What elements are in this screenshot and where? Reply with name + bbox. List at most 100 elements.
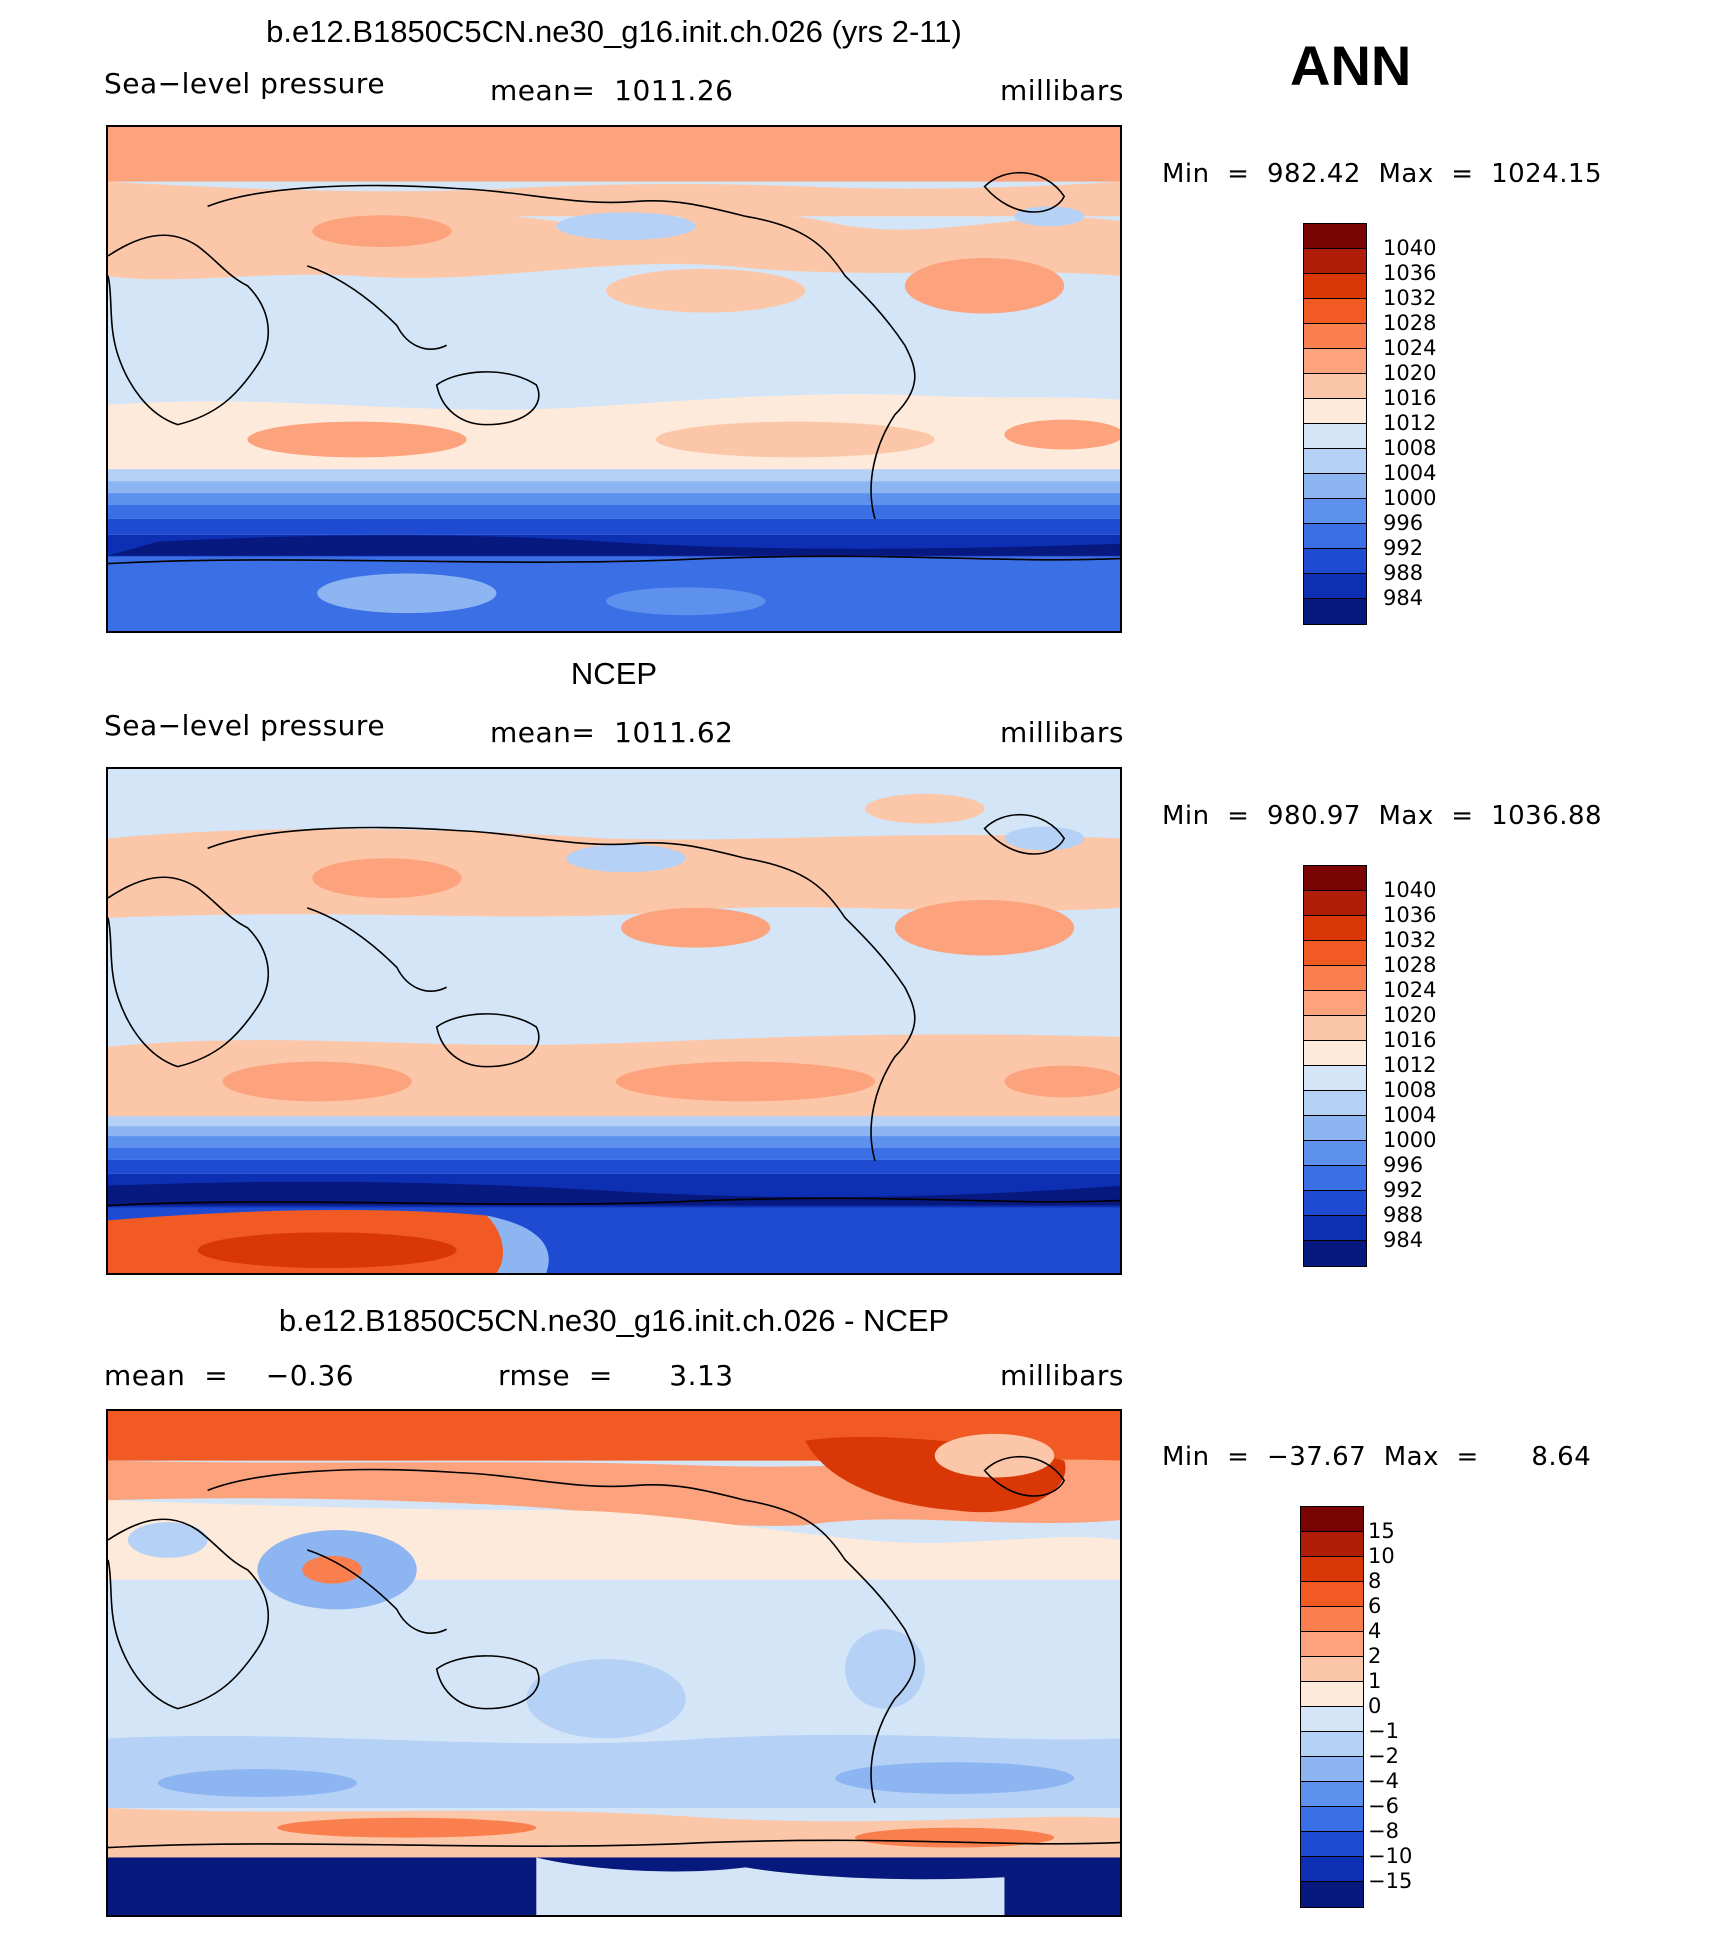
- colorbar-swatch: [1304, 374, 1366, 399]
- band-1000: [108, 481, 1120, 494]
- colorbar-swatch: [1304, 549, 1366, 574]
- panel-1-variable-label: Sea−level pressure: [104, 67, 386, 100]
- band-1004: [108, 469, 1120, 482]
- colorbar-swatch: [1304, 966, 1366, 991]
- panel-1-map-svg: [108, 127, 1120, 631]
- panel-2-title: NCEP: [570, 656, 658, 691]
- aleutian-low: [566, 844, 686, 873]
- azores-high: [894, 899, 1075, 956]
- colorbar-tick-label: 10: [1368, 1544, 1395, 1568]
- colorbar-tick-label: 1028: [1383, 311, 1437, 335]
- tibet-core: [302, 1555, 362, 1584]
- south-america-negative: [845, 1629, 925, 1709]
- band-988: [108, 518, 1120, 535]
- colorbar-tick-label: 984: [1383, 1228, 1424, 1252]
- colorbar-tick-label: 1004: [1383, 461, 1437, 485]
- colorbar-swatch: [1304, 599, 1366, 624]
- coast-africa: [108, 234, 270, 426]
- indian-ocean-high: [222, 1061, 412, 1102]
- coast-greenland: [983, 171, 1066, 213]
- panel-1-minmax: Min = 982.42 Max = 1024.15: [1162, 159, 1603, 189]
- band-996: [108, 493, 1120, 505]
- colorbar-swatch: [1301, 1582, 1363, 1607]
- greenland-bias: [934, 1433, 1055, 1478]
- colorbar-tick-label: 996: [1383, 1153, 1424, 1177]
- siberian-high: [312, 858, 462, 898]
- europe-bias: [127, 1522, 208, 1558]
- colorbar-tick-label: −6: [1368, 1794, 1399, 1818]
- colorbar-tick-label: 1012: [1383, 1053, 1437, 1077]
- colorbar-swatch: [1304, 449, 1366, 474]
- colorbar-swatch: [1301, 1657, 1363, 1682]
- coast-south-america: [870, 344, 916, 520]
- coastlines: [108, 1455, 1120, 1849]
- colorbar-swatch: [1301, 1882, 1363, 1907]
- arctic-high: [865, 793, 985, 824]
- siberian-high: [312, 215, 452, 248]
- colorbar-tick-label: 1040: [1383, 878, 1437, 902]
- coast-antarctica: [108, 1197, 1120, 1207]
- colorbar-swatch: [1301, 1532, 1363, 1557]
- pacific-high: [606, 268, 806, 313]
- panel-2-minmax: Min = 980.97 Max = 1036.88: [1162, 801, 1603, 831]
- coast-antarctica: [108, 1839, 1120, 1849]
- aleutian-low: [556, 212, 696, 241]
- colorbar-swatch: [1304, 524, 1366, 549]
- panel-1-title: b.e12.B1850C5CN.ne30_g16.init.ch.026 (yr…: [266, 14, 962, 49]
- colorbar-swatch: [1304, 574, 1366, 599]
- southern-ocean-patch-1: [157, 1769, 358, 1797]
- antarctic-high-core: [197, 1232, 457, 1269]
- south-pacific-high: [655, 421, 935, 458]
- band-1004: [108, 1116, 1120, 1127]
- coast-south-america: [870, 986, 916, 1162]
- colorbar-tick-label: 1032: [1383, 928, 1437, 952]
- panel-3-colorbar: [1300, 1506, 1364, 1908]
- band-988: [108, 1159, 1120, 1174]
- southern-ocean-negative: [108, 1734, 1120, 1808]
- panel-3-mean-label: mean = −0.36: [104, 1359, 355, 1392]
- coast-australia: [435, 1013, 540, 1068]
- coast-eurasia-na: [207, 1468, 906, 1630]
- colorbar-swatch: [1304, 916, 1366, 941]
- indian-ocean-high: [247, 421, 467, 458]
- colorbar-tick-label: 1024: [1383, 978, 1437, 1002]
- colorbar-swatch: [1304, 1016, 1366, 1041]
- colorbar-tick-label: 1028: [1383, 953, 1437, 977]
- panel-3-map: [106, 1409, 1122, 1917]
- antarctic-high-patch: [317, 573, 497, 614]
- coastlines: [108, 171, 1120, 565]
- panel-3-title: b.e12.B1850C5CN.ne30_g16.init.ch.026 - N…: [278, 1303, 950, 1338]
- colorbar-tick-label: −2: [1368, 1744, 1399, 1768]
- colorbar-tick-label: 1000: [1383, 486, 1437, 510]
- colorbar-swatch: [1304, 1166, 1366, 1191]
- colorbar-tick-label: 4: [1368, 1619, 1382, 1643]
- coast-asia-south: [306, 1549, 448, 1634]
- panel-2-map-svg: [108, 769, 1120, 1273]
- colorbar-tick-label: 1000: [1383, 1128, 1437, 1152]
- icelandic-low: [1004, 826, 1085, 851]
- panel-1-colorbar: [1303, 223, 1367, 625]
- colorbar-swatch: [1304, 424, 1366, 449]
- panel-2-variable-label: Sea−level pressure: [104, 709, 386, 742]
- antarctic-positive-core-2: [855, 1827, 1055, 1848]
- south-atlantic-high: [1004, 419, 1120, 450]
- colorbar-swatch: [1304, 991, 1366, 1016]
- southern-ocean-patch-2: [835, 1762, 1075, 1794]
- colorbar-swatch: [1301, 1807, 1363, 1832]
- colorbar-swatch: [1304, 299, 1366, 324]
- south-pacific-negative: [526, 1659, 686, 1739]
- colorbar-tick-label: 1012: [1383, 411, 1437, 435]
- antarctic-positive-core: [277, 1817, 537, 1838]
- colorbar-swatch: [1304, 1141, 1366, 1166]
- panel-1-units-label: millibars: [1000, 74, 1124, 107]
- colorbar-swatch: [1304, 1216, 1366, 1241]
- colorbar-tick-label: 1020: [1383, 1003, 1437, 1027]
- colorbar-swatch: [1304, 1091, 1366, 1116]
- colorbar-swatch: [1304, 1116, 1366, 1141]
- panel-3-map-svg: [108, 1411, 1120, 1915]
- colorbar-tick-label: 1040: [1383, 236, 1437, 260]
- coast-asia-south: [306, 907, 448, 992]
- colorbar-swatch: [1304, 499, 1366, 524]
- panel-2-units-label: millibars: [1000, 716, 1124, 749]
- band-992: [108, 1147, 1120, 1160]
